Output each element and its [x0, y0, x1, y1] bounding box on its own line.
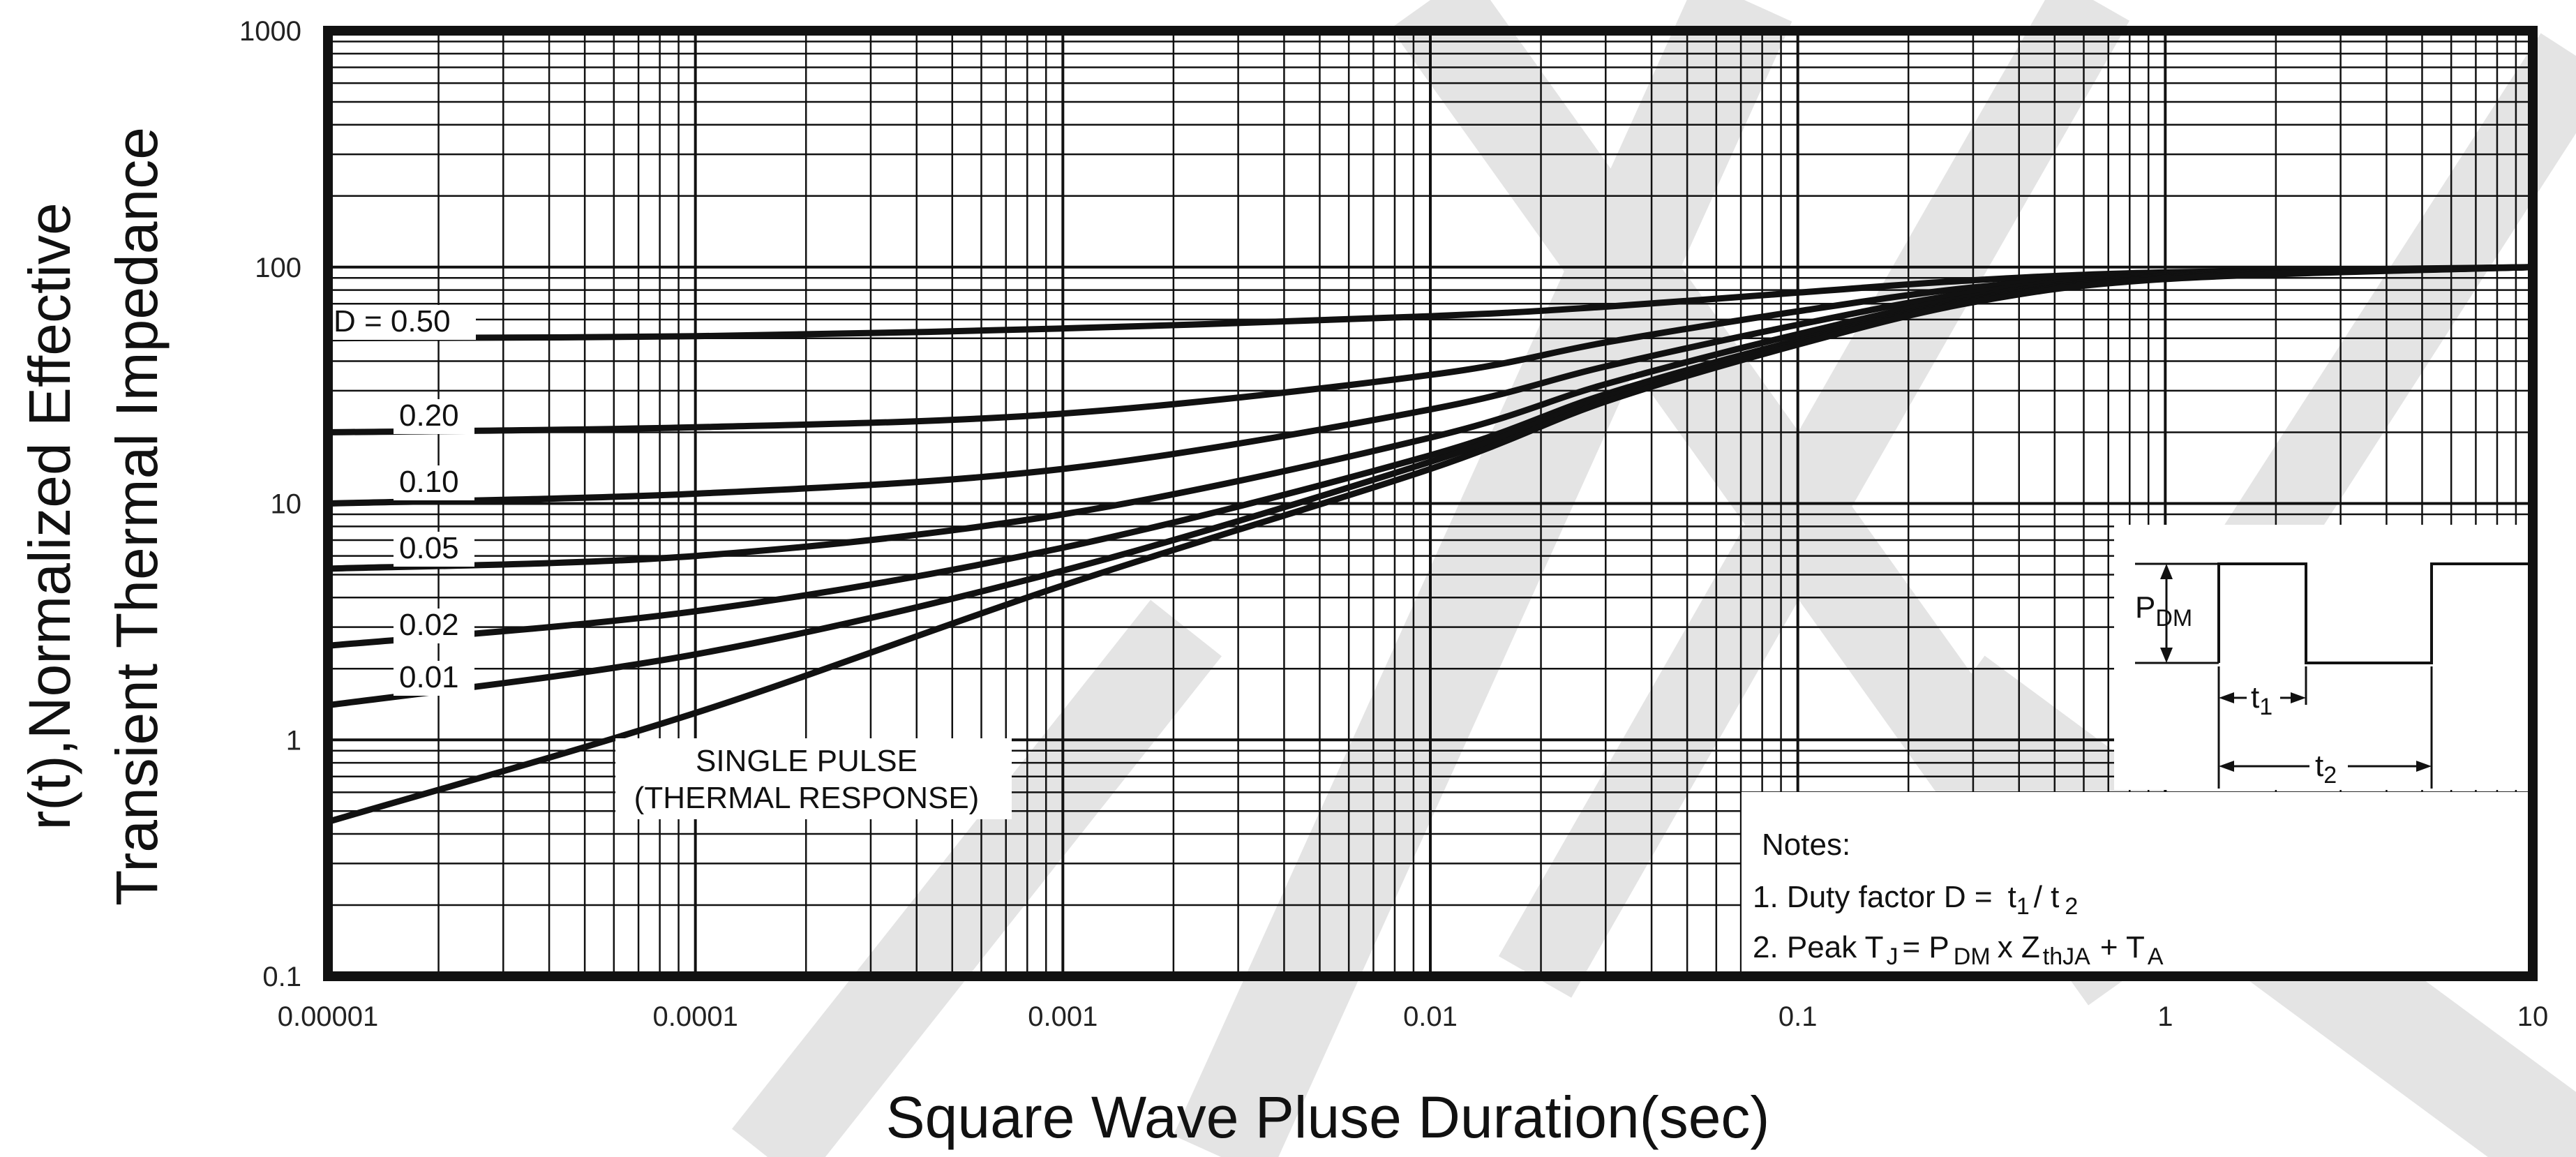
x-tick-label: 1	[2157, 1001, 2173, 1032]
series-label-bg	[394, 532, 474, 567]
notes-title: Notes:	[1762, 828, 1850, 862]
single-pulse-label-line1: SINGLE PULSE	[696, 744, 918, 778]
watermark-stroke-2	[732, 599, 1222, 1157]
single-pulse-label-line2: (THERMAL RESPONSE)	[634, 781, 980, 815]
watermark-stroke-4	[1498, 0, 2130, 998]
series-label-1: 0.20	[399, 398, 459, 433]
pdm-label: PDM	[2135, 590, 2192, 632]
series-label-0: D = 0.50	[334, 304, 451, 338]
x-tick-label: 0.0001	[652, 1001, 737, 1032]
y-tick-label: 10	[271, 489, 302, 520]
x-tick-label: 0.001	[1028, 1001, 1098, 1032]
series-label-bg	[394, 399, 474, 434]
y-axis-title-line1: r(t),Normalized Effective	[17, 202, 82, 830]
watermark-stroke-0	[1173, 0, 1792, 1157]
series-labels: D = 0.50 0.20 0.10 0.05 0.02 0.01	[328, 304, 476, 696]
t2-label: t2	[2315, 749, 2337, 789]
ticks: 0.00001 0.0001 0.001 0.01 0.1 1 10 0.1 1 10 100 100…	[239, 16, 2548, 1032]
x-tick-label: 0.00001	[278, 1001, 379, 1032]
x-tick-label: 0.01	[1403, 1001, 1458, 1032]
y-tick-label: 100	[255, 253, 301, 283]
series-label-bg	[394, 609, 474, 643]
plot-frame	[323, 26, 2538, 981]
curve-6	[324, 264, 2536, 826]
y-tick-label: 0.1	[262, 962, 301, 992]
series-label-3: 0.05	[399, 531, 459, 565]
single-pulse-label: SINGLE PULSE (THERMAL RESPONSE)	[615, 738, 1012, 819]
series-label-2: 0.10	[399, 465, 459, 499]
series-label-bg	[328, 305, 476, 340]
x-tick-label: 0.1	[1779, 1001, 1818, 1032]
y-axis-title-line2: Transient Thermal Impedance	[104, 127, 170, 906]
series-label-4: 0.02	[399, 608, 459, 642]
y-tick-label: 1	[286, 725, 301, 756]
series-label-bg	[394, 661, 474, 696]
curves	[324, 264, 2536, 826]
x-tick-label: 10	[2517, 1001, 2549, 1032]
y-tick-label: 1000	[239, 16, 301, 47]
x-axis-title: Square Wave Pluse Duration(sec)	[886, 1084, 1770, 1150]
series-label-bg	[394, 465, 474, 500]
t1-label: t1	[2251, 680, 2272, 720]
series-label-5: 0.01	[399, 660, 459, 694]
waveform-inset: PDM t1 t2	[2114, 525, 2533, 790]
